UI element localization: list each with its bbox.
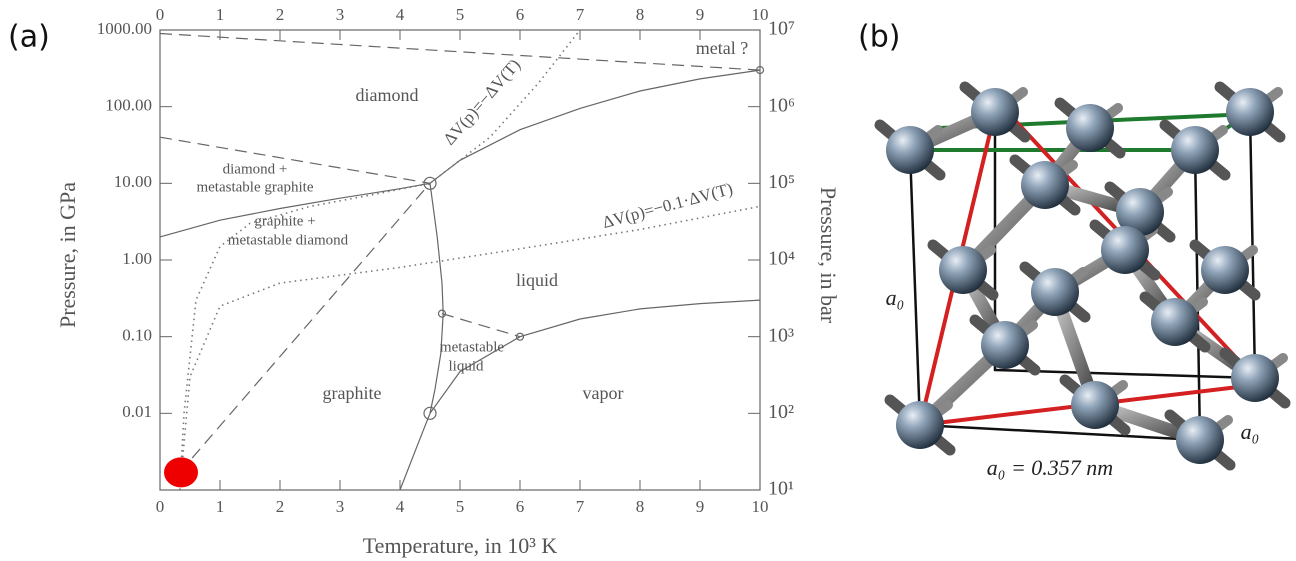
x-tick-label: 6 bbox=[516, 5, 525, 24]
phase-point bbox=[423, 406, 437, 420]
lattice-edge bbox=[1248, 110, 1257, 380]
phase-point bbox=[515, 332, 525, 341]
phase-boundary bbox=[429, 69, 761, 184]
highlight-point bbox=[164, 457, 198, 488]
y-tick-label: 1.00 bbox=[122, 249, 152, 268]
lattice-label: a₀ bbox=[1241, 419, 1260, 444]
x-tick-label: 3 bbox=[336, 5, 345, 24]
phase-point bbox=[755, 65, 765, 75]
lattice-edge bbox=[908, 148, 922, 427]
atom bbox=[1201, 246, 1249, 294]
x-tick-label: 10 bbox=[752, 497, 769, 516]
atom bbox=[1151, 298, 1199, 346]
panel-label: (b) bbox=[858, 20, 900, 55]
annotation: liquid bbox=[516, 270, 558, 290]
y-tick-label: 10.00 bbox=[114, 172, 152, 191]
phase-boundary bbox=[179, 182, 431, 473]
annotation: liquid bbox=[448, 358, 484, 374]
atom bbox=[1176, 416, 1224, 464]
atom bbox=[1101, 226, 1149, 274]
annotation: metastable diamond bbox=[228, 232, 349, 248]
x-tick-label: 8 bbox=[636, 497, 645, 516]
x-tick-label: 0 bbox=[156, 497, 165, 516]
annotation: ΔV(p)=−0.1·ΔV(T) bbox=[600, 179, 734, 232]
phase-boundary bbox=[429, 299, 761, 414]
y-tick-label: 0.01 bbox=[122, 402, 152, 421]
annotation: diamond + bbox=[223, 161, 288, 177]
y2-tick-label: 10¹ bbox=[768, 478, 794, 500]
y2-tick-label: 10⁷ bbox=[768, 18, 795, 40]
x-tick-label: 2 bbox=[276, 497, 285, 516]
x-tick-label: 10 bbox=[752, 5, 769, 24]
x-tick-label: 5 bbox=[456, 497, 465, 516]
y2-tick-label: 10⁴ bbox=[768, 248, 795, 270]
x-tick-label: 5 bbox=[456, 5, 465, 24]
x-tick-label: 8 bbox=[636, 5, 645, 24]
x-tick-label: 9 bbox=[696, 497, 705, 516]
x-tick-label: 3 bbox=[336, 497, 345, 516]
annotation: vapor bbox=[583, 383, 624, 403]
atom bbox=[1031, 268, 1079, 316]
phase-boundary bbox=[441, 313, 521, 338]
phase-boundary bbox=[159, 32, 761, 71]
atom bbox=[1171, 126, 1219, 174]
atom bbox=[1116, 188, 1164, 236]
x-tick-label: 7 bbox=[576, 5, 585, 24]
x-tick-label: 1 bbox=[216, 5, 225, 24]
y2-tick-label: 10³ bbox=[768, 324, 794, 346]
annotation: metastable bbox=[440, 339, 504, 355]
y2-axis-label: Pressure, in bar bbox=[816, 187, 841, 324]
annotation: metastable graphite bbox=[196, 179, 313, 195]
annotation: graphite bbox=[323, 383, 382, 403]
y-tick-label: 100.00 bbox=[105, 96, 152, 115]
atom bbox=[886, 126, 934, 174]
x-tick-label: 7 bbox=[576, 497, 585, 516]
atom bbox=[1066, 104, 1114, 152]
lattice-edge bbox=[918, 423, 1202, 442]
x-tick-label: 6 bbox=[516, 497, 525, 516]
atom bbox=[896, 401, 944, 449]
panel-label: (a) bbox=[8, 20, 50, 55]
x-tick-label: 0 bbox=[156, 5, 165, 24]
annotation: metal ? bbox=[696, 38, 748, 58]
atom bbox=[939, 246, 987, 294]
atom bbox=[1231, 354, 1279, 402]
lattice-label: a₀ bbox=[886, 285, 905, 310]
atom bbox=[1021, 161, 1069, 209]
y2-tick-label: 10⁶ bbox=[768, 94, 795, 116]
x-tick-label: 9 bbox=[696, 5, 705, 24]
atom bbox=[1226, 88, 1274, 136]
diamond-lattice bbox=[874, 81, 1291, 471]
annotation: diamond bbox=[356, 85, 419, 105]
y-axis-label: Pressure, in GPa bbox=[55, 182, 80, 328]
x-tick-label: 4 bbox=[396, 497, 405, 516]
lattice-caption: a₀ = 0.357 nm bbox=[987, 455, 1113, 480]
y2-tick-label: 10² bbox=[768, 401, 794, 423]
phase-boundary bbox=[159, 136, 431, 184]
atom bbox=[1071, 381, 1119, 429]
x-tick-label: 4 bbox=[396, 5, 405, 24]
phase-boundary bbox=[399, 183, 444, 491]
phase-point bbox=[423, 176, 437, 190]
phase-point bbox=[437, 309, 447, 318]
atom bbox=[971, 88, 1019, 136]
annotation: graphite + bbox=[254, 213, 315, 229]
y2-tick-label: 10⁵ bbox=[768, 171, 795, 193]
x-tick-label: 1 bbox=[216, 497, 225, 516]
atom bbox=[981, 321, 1029, 369]
y-tick-label: 1000.00 bbox=[97, 19, 152, 38]
x-tick-label: 2 bbox=[276, 5, 285, 24]
y-tick-label: 0.10 bbox=[122, 326, 152, 345]
plot-frame bbox=[159, 29, 761, 491]
x-axis-label: Temperature, in 10³ K bbox=[363, 533, 558, 558]
